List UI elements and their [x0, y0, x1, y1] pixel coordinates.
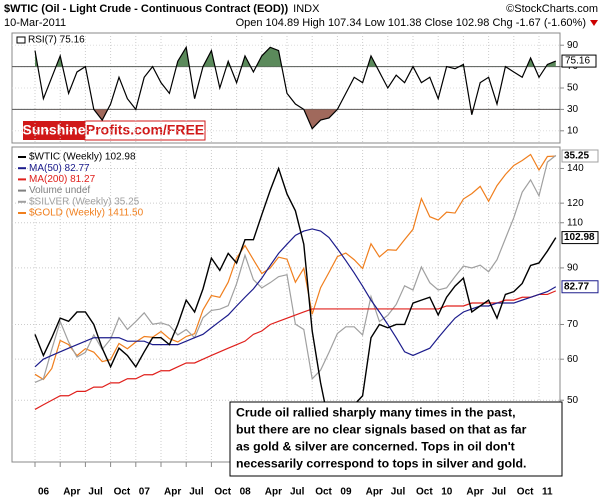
value-tag-label: 102.98: [564, 232, 595, 243]
down-arrow: [590, 20, 598, 26]
value-tag-label: 82.77: [564, 281, 589, 292]
value-tag: [561, 231, 599, 245]
rsi-title: RSI(7) 75.16: [28, 35, 85, 46]
annotation: as gold & silver are concerned. Tops in …: [236, 439, 515, 453]
x-tick-label: Oct: [214, 487, 231, 498]
legend-label: $GOLD (Weekly) 1411.50: [29, 208, 144, 219]
x-tick-label: Jul: [492, 487, 507, 498]
y-tick-label: 90: [567, 40, 579, 51]
legend-label: $WTIC (Weekly) 102.98: [29, 152, 136, 163]
value-tag: [561, 280, 599, 294]
watermark: Sunshine: [22, 122, 85, 138]
series-line: [34, 153, 556, 381]
annotation-box: [229, 401, 563, 477]
annotation: Crude oil rallied sharply many times in …: [236, 405, 516, 419]
y-tick-label: 10: [567, 125, 579, 136]
y-tick-label: 70: [567, 319, 579, 330]
series-line: [34, 154, 557, 383]
y-tick-label: 50: [567, 395, 579, 406]
y-tick-label: 30: [567, 104, 579, 115]
legend-label: MA(50) 82.77: [29, 163, 90, 174]
x-tick-label: 11: [542, 487, 553, 498]
x-tick-label: Jul: [290, 487, 305, 498]
y-tick-label: 60: [567, 354, 579, 365]
x-tick-label: Jul: [391, 487, 406, 498]
plot-layer: 06 Apr Jul Oct 07 Apr Jul Oct 08 Apr Jul Oct 09 Apr Ju…: [12, 33, 599, 498]
y-tick-label: 50: [567, 83, 579, 94]
x-tick-label: Apr: [466, 487, 483, 498]
value-tag-label: 35.25: [564, 151, 589, 162]
y-tick-label: 110: [567, 217, 583, 228]
chart-title: $WTIC (Oil - Light Crude - Continuous Co…: [4, 3, 288, 15]
annotation: but there are no clear signals based on …: [236, 422, 527, 436]
x-tick-label: Apr: [366, 487, 383, 498]
series-line: [34, 166, 557, 441]
x-tick-label: Apr: [164, 487, 181, 498]
x-tick-label: 09: [340, 487, 352, 498]
x-tick-label: Oct: [315, 487, 332, 498]
x-tick-label: 07: [139, 487, 151, 498]
legend-label: Volume undef: [29, 185, 90, 196]
exchange: INDX: [293, 3, 320, 15]
rsi-line: [34, 45, 557, 130]
y-tick-label: 140: [567, 163, 584, 174]
series-line: [34, 290, 557, 410]
x-tick-label: Jul: [88, 487, 103, 498]
value-tag: [561, 149, 599, 163]
x-tick-label: Apr: [265, 487, 282, 498]
quote: Open 104.89 High 107.34 Low 101.38 Close…: [236, 17, 586, 29]
watermark: Profits.com/FREE: [86, 122, 204, 138]
value-tag-label: 75.16: [565, 56, 590, 67]
x-tick-label: Oct: [114, 487, 131, 498]
series-line: [34, 228, 557, 368]
chart-header: $WTIC (Oil - Light Crude - Continuous Co…: [4, 3, 320, 15]
y-tick-label: 90: [567, 263, 579, 274]
rsi-legend-icon: [16, 36, 26, 44]
x-tick-label: 10: [441, 487, 453, 498]
x-tick-label: Oct: [517, 487, 534, 498]
x-tick-label: 08: [240, 487, 252, 498]
annotation: necessarily correspond to tops in silver…: [236, 456, 526, 470]
value-tag: [561, 54, 597, 68]
legend-label: $SILVER (Weekly) 35.25: [29, 196, 140, 207]
x-tick-label: Apr: [63, 487, 80, 498]
x-tick-label: 06: [38, 487, 50, 498]
y-tick-label: 120: [567, 198, 584, 209]
x-tick-label: Jul: [189, 487, 204, 498]
source: ©StockCharts.com: [506, 3, 598, 15]
date: 10-Mar-2011: [4, 17, 66, 29]
legend-label: MA(200) 81.27: [29, 174, 96, 185]
x-tick-label: Oct: [416, 487, 433, 498]
